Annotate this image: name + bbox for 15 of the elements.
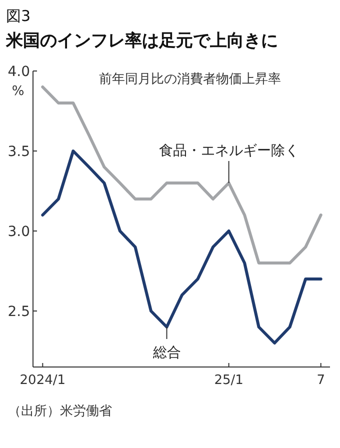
- y-tick-label: 4.0: [8, 64, 30, 80]
- annotation: 食品・エネルギー除く: [158, 143, 299, 159]
- text: （出所）米労働省: [8, 404, 112, 419]
- y-tick-label: 3.5: [8, 144, 30, 160]
- x-tick-label: 7: [316, 373, 325, 388]
- annotation: 総合: [152, 345, 181, 361]
- chart-subtitle: 前年同月比の消費者物価上昇率: [99, 71, 281, 87]
- y-tick-label: 2.5: [8, 304, 30, 320]
- y-axis-title: %: [12, 84, 24, 99]
- chart-title: 米国のインフレ率は足元で上向きに: [5, 31, 278, 51]
- x-tick-label: 25/1: [214, 373, 244, 388]
- y-tick-label: 3.0: [8, 224, 30, 240]
- line-series: [41, 86, 322, 264]
- caption: 図3: [6, 7, 31, 25]
- x-tick-label: 2024/1: [20, 373, 66, 388]
